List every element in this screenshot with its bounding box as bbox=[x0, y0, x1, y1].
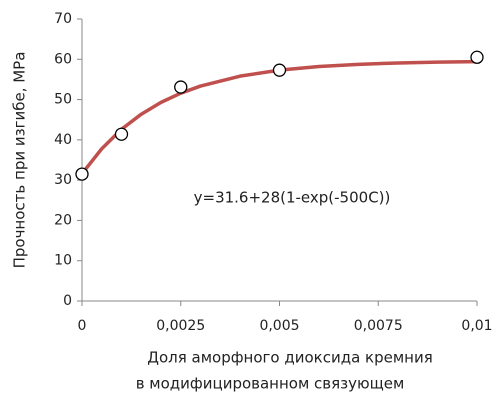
y-tick-label: 0 bbox=[63, 293, 72, 309]
y-tick-label: 20 bbox=[54, 212, 72, 228]
y-tick-label: 30 bbox=[54, 172, 72, 188]
y-axis-label: Прочность при изгибе, МРа bbox=[11, 52, 29, 269]
data-point bbox=[75, 167, 89, 181]
x-axis-label: Доля аморфного диоксида кремния bbox=[147, 349, 433, 367]
y-tick-label: 70 bbox=[54, 11, 72, 27]
data-point bbox=[114, 127, 129, 141]
x-tick-label: 0 bbox=[78, 318, 87, 334]
annotation: y=31.6+28(1-exp(-500C)) bbox=[194, 189, 391, 207]
data-point bbox=[470, 50, 484, 64]
y-tick-label: 10 bbox=[54, 253, 72, 269]
x-tick-label: 0,005 bbox=[259, 318, 299, 334]
y-tick-label: 60 bbox=[54, 51, 72, 67]
fit-curve bbox=[80, 59, 478, 175]
x-tick-label: 0,0075 bbox=[354, 318, 403, 334]
data-point bbox=[174, 80, 188, 94]
x-axis-label: в модифицированном связующем bbox=[136, 375, 405, 393]
x-tick-label: 0,0025 bbox=[156, 318, 205, 334]
data-point bbox=[272, 63, 287, 77]
y-tick-label: 50 bbox=[54, 92, 72, 108]
x-tick-label: 0,01 bbox=[461, 318, 492, 334]
y-tick-label: 40 bbox=[54, 132, 72, 148]
